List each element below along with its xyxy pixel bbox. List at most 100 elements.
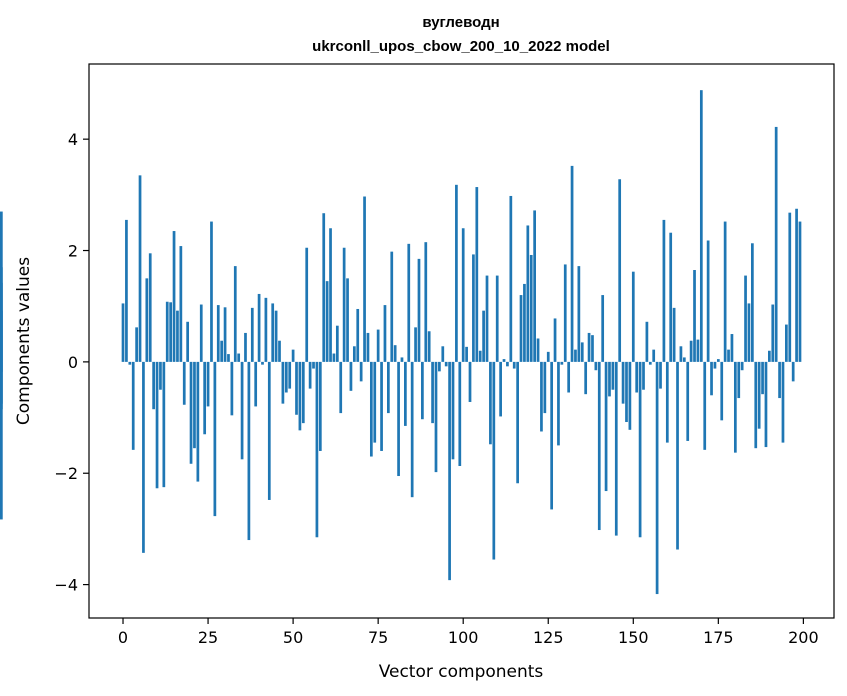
- bar-88: [421, 361, 424, 420]
- bar-6: [142, 361, 145, 553]
- bar-45: [274, 310, 278, 362]
- x-tick-label: 200: [788, 628, 819, 647]
- bar-137: [587, 332, 591, 362]
- bar-175: [716, 359, 720, 362]
- bar-158: [659, 361, 662, 389]
- bar-46: [278, 340, 281, 362]
- bar-81: [397, 361, 400, 477]
- bar-173: [710, 361, 713, 396]
- bar-28: [216, 305, 220, 362]
- x-tick-label: 125: [533, 628, 564, 647]
- bar-143: [608, 361, 611, 397]
- bar-30: [223, 307, 227, 362]
- bar-75: [376, 329, 380, 362]
- bar-107: [485, 275, 489, 362]
- bar-60: [325, 281, 329, 362]
- bar-29: [220, 340, 224, 362]
- bar-66: [346, 278, 349, 362]
- bar-161: [669, 232, 673, 362]
- bar-13: [165, 301, 169, 362]
- y-tick-label: 2: [68, 242, 78, 261]
- chart-title: вуглеводн: [422, 14, 499, 31]
- bar-192: [774, 126, 778, 362]
- bar-169: [696, 339, 700, 362]
- bar-44: [271, 303, 275, 362]
- bar-177: [723, 221, 727, 362]
- bar-122: [536, 338, 540, 362]
- bar-187: [757, 361, 761, 429]
- bar-55: [308, 361, 312, 389]
- bar-22: [196, 361, 200, 482]
- bar-147: [621, 361, 625, 404]
- bar-110: [495, 275, 499, 362]
- bar-179: [730, 334, 734, 362]
- bar-3: [131, 361, 135, 450]
- bar-113: [506, 361, 509, 367]
- bar-205: [0, 211, 3, 362]
- x-tick-label: 150: [618, 628, 649, 647]
- bar-133: [574, 349, 577, 362]
- y-axis-label: Components values: [14, 257, 34, 425]
- chart-subtitle: ukrconll_upos_cbow_200_10_2022 model: [312, 38, 610, 55]
- bar-90: [427, 331, 431, 362]
- bar-189: [764, 361, 768, 448]
- bar-111: [499, 361, 502, 417]
- bar-150: [631, 271, 635, 362]
- bar-85: [410, 361, 414, 498]
- bar-76: [380, 361, 383, 451]
- bar-36: [244, 332, 247, 362]
- bar-188: [761, 361, 764, 395]
- bar-64: [339, 361, 343, 414]
- bar-178: [727, 349, 730, 362]
- bar-126: [550, 361, 554, 510]
- bar-87: [417, 258, 421, 362]
- bar-82: [400, 357, 404, 362]
- bar-83: [404, 361, 407, 426]
- bar-35: [240, 361, 244, 460]
- bar-171: [703, 361, 707, 450]
- bar-156: [652, 349, 656, 362]
- bar-31: [227, 354, 230, 362]
- x-tick-label: 100: [448, 628, 479, 647]
- bar-37: [247, 361, 251, 541]
- bar-4: [135, 327, 138, 362]
- bar-167: [689, 340, 693, 362]
- bar-120: [529, 254, 533, 362]
- bar-8: [148, 253, 152, 362]
- bar-181: [737, 361, 741, 399]
- bar-72: [366, 332, 370, 362]
- bar-125: [546, 351, 550, 362]
- bar-47: [281, 361, 285, 404]
- bar-199: [798, 221, 802, 362]
- bar-154: [645, 321, 649, 362]
- bar-26: [210, 221, 213, 362]
- bar-68: [352, 346, 356, 362]
- bar-163: [676, 361, 679, 550]
- bar-141: [601, 295, 605, 362]
- bar-116: [516, 361, 519, 484]
- bar-159: [662, 219, 666, 362]
- bar-132: [570, 165, 574, 362]
- bar-153: [642, 361, 645, 390]
- bar-77: [383, 305, 387, 362]
- bar-18: [182, 361, 186, 405]
- bar-191: [771, 304, 775, 362]
- bar-117: [519, 295, 523, 362]
- x-axis-label: Vector components: [379, 662, 544, 682]
- bar-119: [526, 225, 530, 362]
- bar-24: [203, 361, 207, 435]
- bar-92: [434, 361, 438, 473]
- bar-2: [128, 361, 132, 365]
- bar-16: [176, 310, 179, 362]
- bar-67: [349, 361, 353, 391]
- bar-50: [291, 349, 295, 362]
- bar-57: [315, 361, 319, 538]
- bar-38: [250, 307, 254, 362]
- x-tick-label: 0: [118, 628, 128, 647]
- bar-19: [186, 321, 190, 362]
- bar-128: [557, 361, 560, 446]
- bar-34: [237, 353, 241, 362]
- plot-frame: [88, 63, 835, 619]
- bar-127: [553, 318, 557, 362]
